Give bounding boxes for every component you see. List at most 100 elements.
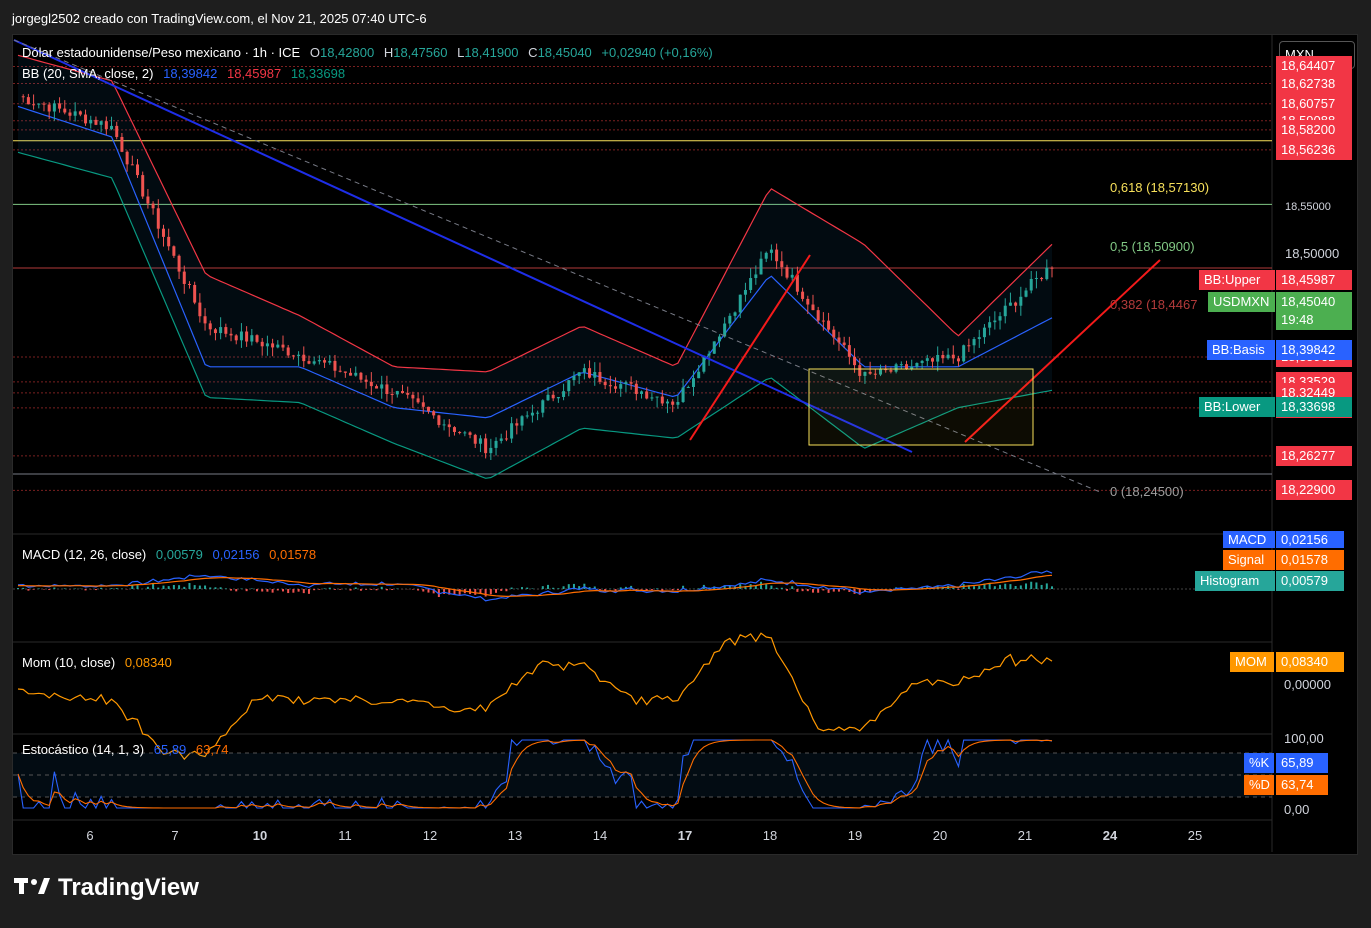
candle-body: [219, 327, 223, 334]
candle-body: [151, 203, 155, 209]
price-level-label: 18,60757: [1276, 93, 1352, 114]
candle-body: [182, 271, 186, 284]
candle-body: [551, 394, 555, 399]
candle-body: [375, 386, 379, 389]
candle-body: [910, 366, 914, 369]
candle-body: [795, 274, 799, 292]
candle-body: [115, 125, 119, 137]
candle-body: [234, 335, 238, 341]
candle-body: [749, 277, 753, 290]
candle-body: [889, 370, 893, 372]
candle-body: [172, 246, 176, 256]
candle-body: [146, 196, 150, 204]
macd-label[interactable]: MACD (12, 26, close): [22, 547, 147, 562]
stoch-k-tag: %K: [1244, 753, 1274, 773]
mom-value: 0,08340: [124, 655, 172, 670]
mom-legend: Mom (10, close) 0,08340: [22, 655, 172, 670]
range-box: [808, 368, 1034, 446]
candle-body: [94, 119, 98, 125]
candle-body: [691, 378, 695, 387]
candle-body: [811, 304, 815, 311]
candle-body: [546, 394, 550, 401]
candle-body: [120, 136, 124, 152]
candle-body: [650, 397, 654, 399]
tradingview-logo: TradingView: [14, 874, 199, 902]
candle-body: [608, 385, 612, 387]
candle-body: [187, 283, 191, 285]
candle-body: [78, 111, 82, 115]
candle-body: [556, 396, 560, 399]
candle-body: [671, 401, 675, 405]
candle-body: [84, 114, 88, 124]
candle-body: [1014, 302, 1018, 306]
candle-body: [790, 274, 794, 278]
chart-area[interactable]: [12, 34, 1358, 855]
candle-body: [499, 438, 503, 441]
candle-body: [847, 345, 851, 357]
candle-body: [478, 438, 482, 444]
candle-body: [239, 331, 243, 341]
candle-body: [395, 391, 399, 395]
candle-body: [338, 370, 342, 372]
candle-body: [780, 261, 784, 268]
candle-body: [988, 322, 992, 328]
tradingview-logo-icon: [14, 874, 50, 902]
chart-attribution: jorgegl2502 creado con TradingView.com, …: [12, 11, 427, 26]
candle-body: [806, 298, 810, 305]
candle-body: [998, 316, 1002, 321]
candle-body: [525, 415, 529, 417]
bar-countdown: 19:48: [1281, 312, 1314, 327]
time-tick: 7: [171, 828, 179, 843]
candle-body: [463, 432, 467, 434]
candle-body: [73, 111, 77, 116]
candle-body: [816, 310, 820, 321]
bb-upper-line: [17, 54, 1053, 373]
candle-body: [842, 342, 846, 346]
candle-body: [536, 412, 540, 414]
candle-body: [738, 294, 742, 313]
open-value: 18,42800: [319, 45, 375, 60]
candle-body: [63, 108, 67, 113]
candle-body: [1029, 278, 1033, 291]
fib-618-label: 0,618 (18,57130): [1110, 180, 1210, 195]
candle-body: [972, 339, 976, 346]
candle-body: [853, 356, 857, 366]
symbol-title[interactable]: Dólar estadounidense/Peso mexicano · 1h …: [22, 45, 301, 60]
mom-zero-tick: 0,00000: [1284, 677, 1331, 692]
mom-label[interactable]: Mom (10, close): [22, 655, 116, 670]
candle-body: [562, 391, 566, 397]
bb-lower-line: [17, 151, 1053, 479]
candle-body: [161, 228, 165, 237]
stoch-d-value: 63,74: [195, 742, 229, 757]
candle-body: [572, 376, 576, 381]
candle-body: [936, 355, 940, 362]
candle-body: [541, 400, 545, 413]
open-label: O: [309, 45, 320, 60]
stoch-100-tick: 100,00: [1284, 731, 1324, 746]
candle-body: [271, 343, 275, 348]
bb-upper-tag: BB:Upper: [1199, 270, 1275, 290]
candle-body: [577, 372, 581, 377]
bb-label[interactable]: BB (20, SMA, close, 2): [22, 66, 154, 81]
candle-body: [213, 329, 217, 334]
candle-body: [733, 312, 737, 316]
candle-body: [743, 289, 747, 295]
candle-body: [26, 97, 30, 105]
candle-body: [655, 396, 659, 398]
candle-body: [167, 236, 171, 247]
stoch-label[interactable]: Estocástico (14, 1, 3): [22, 742, 145, 757]
candle-body: [21, 96, 25, 98]
candle-body: [624, 382, 628, 385]
candle-body: [676, 401, 680, 405]
time-tick: 21: [1017, 828, 1033, 843]
candle-body: [473, 434, 477, 444]
candle-body: [582, 368, 586, 373]
candle-body: [567, 380, 571, 392]
low-label: L: [457, 45, 465, 60]
candle-body: [452, 427, 456, 432]
time-tick: 13: [507, 828, 523, 843]
candle-body: [37, 103, 41, 105]
candle-body: [629, 382, 633, 384]
candle-body: [764, 252, 768, 259]
